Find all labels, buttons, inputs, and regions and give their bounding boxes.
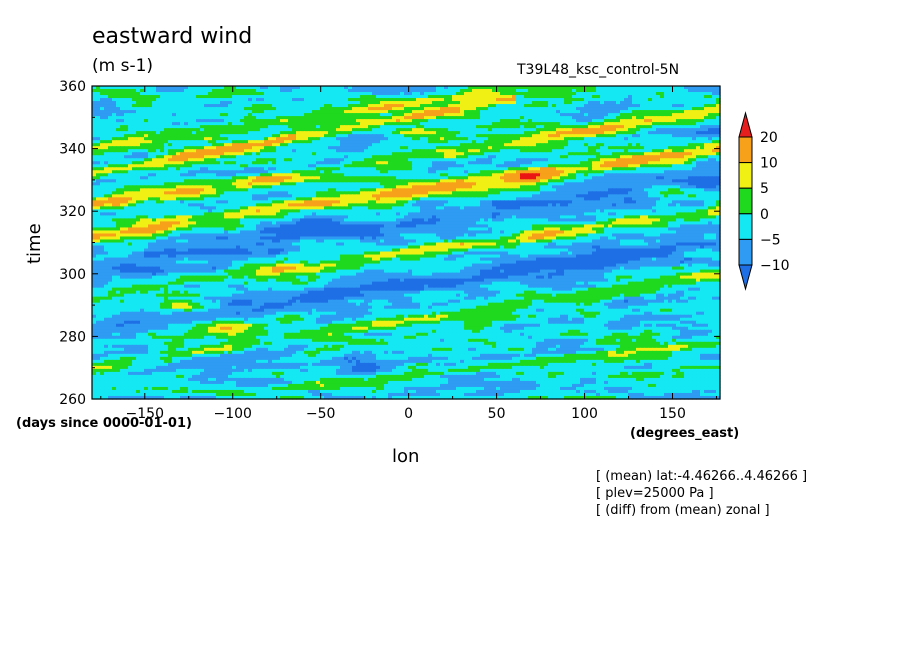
heatmap-field xyxy=(92,86,721,400)
